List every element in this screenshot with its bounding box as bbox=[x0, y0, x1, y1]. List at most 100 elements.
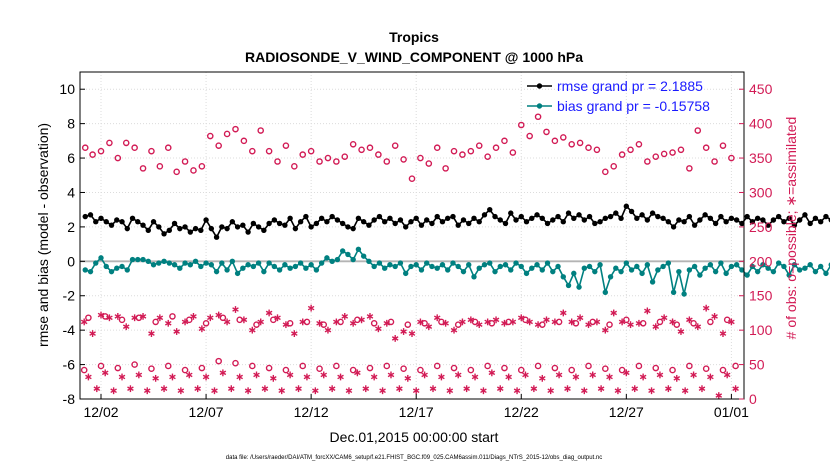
plot-frame bbox=[79, 71, 745, 400]
rmse-point bbox=[760, 217, 766, 223]
rmse-point bbox=[555, 213, 561, 220]
rmse-point bbox=[234, 224, 241, 230]
bias-point bbox=[707, 262, 714, 268]
bias-point bbox=[492, 268, 498, 275]
rmse-point bbox=[733, 217, 740, 223]
bias-point bbox=[676, 268, 682, 275]
obs-assimilated-marker bbox=[459, 318, 466, 326]
obs-possible-marker bbox=[202, 319, 210, 327]
obs-possible-marker bbox=[635, 362, 643, 370]
obs-assimilated-marker bbox=[639, 373, 647, 381]
obs-possible-marker bbox=[652, 364, 660, 372]
rmse-point bbox=[686, 213, 693, 220]
bias-point bbox=[224, 267, 230, 273]
obs-possible-marker bbox=[517, 121, 525, 129]
obs-assimilated-marker bbox=[118, 373, 126, 381]
obs-possible-marker bbox=[686, 165, 693, 172]
bias-point bbox=[276, 267, 283, 273]
bias-point bbox=[271, 263, 278, 270]
bias-point bbox=[140, 256, 146, 263]
y-left-tick-label: 2 bbox=[67, 219, 75, 235]
x-tick-label: 12/27 bbox=[609, 404, 644, 420]
y-right-tick-label: 400 bbox=[749, 116, 773, 132]
rmse-point bbox=[823, 213, 829, 220]
bias-point bbox=[691, 263, 698, 270]
obs-assimilated-marker bbox=[375, 325, 382, 333]
obs-assimilated-marker bbox=[278, 387, 286, 395]
bias-point bbox=[213, 268, 220, 275]
rmse-point bbox=[660, 215, 666, 221]
y-right-tick-label: 50 bbox=[749, 357, 765, 373]
obs-assimilated-marker bbox=[715, 392, 723, 399]
rmse-point bbox=[712, 220, 719, 227]
rmse-point bbox=[250, 220, 257, 227]
legend: rmse grand pr = 2.1885 bias grand pr = -0… bbox=[527, 78, 710, 114]
bias-point bbox=[744, 272, 750, 278]
obs-possible-marker bbox=[719, 366, 727, 374]
rmse-point bbox=[350, 225, 356, 232]
bias-point bbox=[250, 263, 257, 270]
obs-assimilated-marker bbox=[551, 318, 559, 326]
obs-assimilated-marker bbox=[181, 318, 189, 326]
rmse-line bbox=[85, 204, 830, 239]
legend-rmse-marker bbox=[536, 83, 543, 89]
bias-point bbox=[760, 262, 766, 268]
bias-point bbox=[781, 263, 787, 270]
rmse-point bbox=[108, 222, 115, 228]
obs-possible-marker bbox=[568, 140, 575, 148]
rmse-point bbox=[550, 217, 556, 223]
obs-possible-marker bbox=[333, 362, 340, 370]
obs-assimilated-marker bbox=[320, 371, 328, 379]
obs-assimilated-marker bbox=[156, 314, 164, 322]
bias-point bbox=[765, 265, 771, 271]
obs-assimilated-marker bbox=[274, 314, 281, 322]
obs-assimilated-marker bbox=[362, 385, 370, 393]
obs-assimilated-marker bbox=[677, 328, 685, 335]
obs-possible-marker bbox=[492, 144, 500, 152]
obs-assimilated-marker bbox=[249, 326, 256, 334]
obs-assimilated-marker bbox=[232, 306, 239, 313]
obs-possible-marker bbox=[265, 147, 273, 155]
obs-assimilated-marker bbox=[618, 318, 626, 326]
obs-possible-marker bbox=[383, 362, 391, 370]
obs-assimilated-marker bbox=[572, 373, 580, 381]
obs-possible-marker bbox=[589, 318, 597, 326]
bias-point bbox=[649, 279, 656, 285]
obs-assimilated-marker bbox=[303, 373, 311, 381]
bias-point bbox=[476, 265, 482, 271]
y-right-tick-label: 200 bbox=[749, 253, 773, 269]
obs-possible-marker bbox=[555, 318, 563, 326]
rmse-point bbox=[455, 222, 461, 228]
obs-assimilated-marker bbox=[547, 387, 554, 395]
y-left-tick-label: 4 bbox=[67, 184, 75, 200]
obs-possible-marker bbox=[282, 366, 290, 374]
obs-assimilated-marker bbox=[206, 314, 214, 322]
obs-possible-marker bbox=[337, 318, 344, 326]
bias-point bbox=[460, 268, 467, 275]
rmse-point bbox=[665, 219, 672, 225]
bias-point bbox=[203, 260, 209, 266]
rmse-point bbox=[103, 219, 109, 225]
obs-possible-marker bbox=[253, 321, 260, 328]
rmse-point bbox=[297, 219, 304, 225]
obs-possible-marker bbox=[442, 165, 449, 172]
bias-point bbox=[208, 262, 215, 268]
y-left-tick-label: 6 bbox=[67, 150, 75, 166]
bias-point bbox=[187, 262, 194, 268]
bias-point bbox=[686, 267, 693, 273]
obs-assimilated-marker bbox=[265, 309, 273, 317]
bias-point bbox=[660, 263, 666, 270]
y-left-tick-label: -2 bbox=[63, 288, 76, 304]
rmse-point bbox=[649, 210, 656, 216]
rmse-point bbox=[534, 212, 540, 218]
obs-possible-marker bbox=[404, 321, 412, 328]
rmse-point bbox=[439, 219, 446, 225]
rmse-point bbox=[518, 213, 524, 220]
rmse-point bbox=[177, 225, 183, 232]
obs-possible-marker bbox=[711, 158, 718, 165]
y-left-tick-label: 8 bbox=[67, 116, 75, 132]
rmse-point bbox=[392, 220, 398, 227]
bias-point bbox=[408, 263, 414, 270]
obs-possible-marker bbox=[526, 132, 533, 140]
rmse-point bbox=[145, 227, 151, 234]
